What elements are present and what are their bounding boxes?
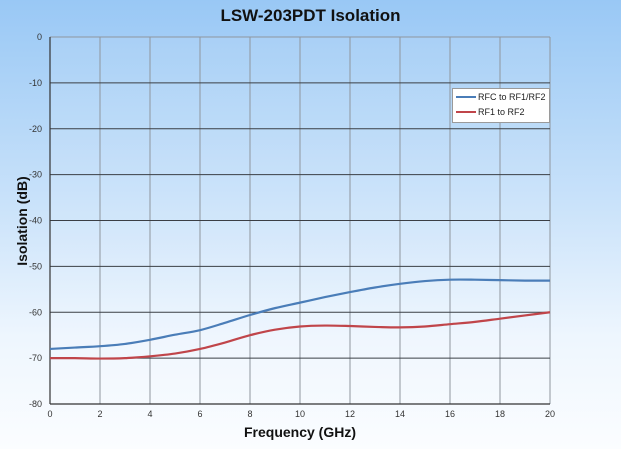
legend-label: RFC to RF1/RF2 <box>478 91 546 102</box>
x-tick-label: 12 <box>345 409 355 419</box>
x-tick-label: 2 <box>97 409 102 419</box>
tick-labels: 0 2 4 6 8 10 12 14 16 18 20 0 -10 -20 -30 -40 -50 -60 -70 -… <box>29 32 555 419</box>
y-tick-label: -60 <box>29 307 42 317</box>
x-tick-label: 16 <box>445 409 455 419</box>
x-tick-label: 4 <box>147 409 152 419</box>
legend: RFC to RF1/RF2 RF1 to RF2 <box>452 88 550 123</box>
y-tick-label: 0 <box>37 32 42 42</box>
x-tick-label: 18 <box>495 409 505 419</box>
legend-item-rf1: RF1 to RF2 <box>453 104 549 119</box>
x-tick-label: 8 <box>247 409 252 419</box>
x-tick-label: 6 <box>197 409 202 419</box>
y-tick-label: -20 <box>29 124 42 134</box>
y-tick-label: -50 <box>29 261 42 271</box>
legend-line-icon <box>456 110 476 113</box>
y-tick-label: -80 <box>29 399 42 409</box>
x-tick-label: 14 <box>395 409 405 419</box>
legend-item-rfc: RFC to RF1/RF2 <box>453 89 549 104</box>
x-tick-label: 20 <box>545 409 555 419</box>
legend-line-icon <box>456 95 476 98</box>
y-tick-label: -30 <box>29 170 42 180</box>
x-axis-label: Frequency (GHz) <box>244 424 356 440</box>
chart-title: LSW-203PDT Isolation <box>220 6 401 25</box>
series-lines <box>49 278 551 360</box>
x-tick-label: 0 <box>47 409 52 419</box>
y-tick-label: -40 <box>29 216 42 226</box>
y-axis-label: Isolation (dB) <box>14 176 30 265</box>
legend-label: RF1 to RF2 <box>478 106 525 117</box>
y-tick-label: -10 <box>29 78 42 88</box>
series-line <box>49 311 551 360</box>
series-line <box>49 278 551 351</box>
y-tick-label: -70 <box>29 353 42 363</box>
x-tick-label: 10 <box>295 409 305 419</box>
